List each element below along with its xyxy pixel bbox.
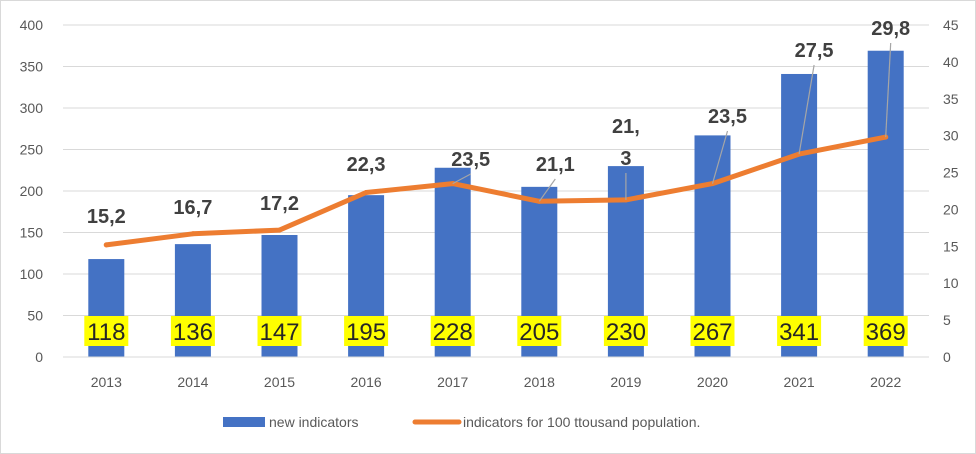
x-tick-label: 2014: [177, 374, 208, 390]
y-left-tick-label: 200: [20, 183, 44, 199]
x-tick-label: 2022: [870, 374, 901, 390]
bar-data-label: 118: [87, 319, 125, 346]
bar-data-label: 369: [866, 319, 906, 346]
y-right-tick-label: 30: [943, 128, 959, 144]
bar-data-label: 205: [519, 319, 559, 346]
legend-label-bars: new indicators: [269, 414, 359, 430]
bar-data-label: 228: [433, 319, 473, 346]
line-point: [277, 227, 282, 233]
bar-label-highlight: [690, 316, 735, 346]
line-data-label: 21,1: [536, 154, 575, 176]
y-right-tick-label: 45: [943, 17, 959, 33]
bar-label-highlight: [344, 316, 389, 346]
legend-label-line: indicators for 100 ttousand population.: [463, 414, 700, 430]
line-data-label: 21, 3: [612, 116, 640, 170]
bar-label-highlight: [257, 316, 302, 346]
y-right-tick-label: 5: [943, 312, 951, 328]
y-right-tick-label: 35: [943, 91, 959, 107]
y-left-tick-label: 400: [20, 17, 44, 33]
bar-label-highlight: [863, 316, 908, 346]
label-leader-line: [538, 178, 556, 202]
label-leader-line: [798, 64, 815, 155]
bar-label-highlight: [430, 316, 475, 346]
bar-data-label: 341: [779, 319, 819, 346]
line-data-label: 23,5: [451, 149, 490, 171]
y-right-tick-label: 10: [943, 275, 959, 291]
bar: [781, 73, 818, 357]
line-series: [103, 134, 889, 248]
label-leader-line: [452, 173, 471, 185]
x-tick-label: 2020: [697, 374, 728, 390]
x-tick-label: 2015: [264, 374, 295, 390]
line-data-label: 15,2: [87, 206, 126, 228]
y-left-tick-label: 100: [20, 266, 44, 282]
y-right-tick-label: 0: [943, 349, 951, 365]
line-data-label: 17,2: [260, 193, 299, 215]
bar-data-label: 267: [692, 319, 732, 346]
y-right-tick-label: 25: [943, 165, 959, 181]
line-point: [103, 242, 109, 248]
y-right-tick-label: 40: [943, 54, 959, 70]
x-tick-label: 2021: [784, 374, 815, 390]
y-right-tick-label: 15: [943, 238, 959, 254]
line-data-label: 23,5: [708, 106, 747, 128]
x-tick-label: 2018: [524, 374, 555, 390]
bar-label-highlight: [777, 316, 822, 346]
y-left-tick-label: 50: [27, 308, 43, 324]
y-left-tick-label: 0: [35, 349, 43, 365]
legend: new indicators indicators for 100 ttousan…: [223, 414, 700, 430]
label-leader-line: [885, 42, 892, 138]
legend-swatch-bars: [223, 417, 265, 427]
x-tick-label: 2016: [351, 374, 382, 390]
y-left-tick-label: 250: [20, 142, 44, 158]
line-data-label: 27,5: [795, 40, 834, 62]
x-tick-label: 2013: [91, 374, 122, 390]
x-tick-label: 2017: [437, 374, 468, 390]
line-data-label: 22,3: [347, 154, 386, 176]
bar-label-highlight: [517, 316, 562, 346]
bar-label-highlight: [84, 316, 129, 346]
line-point: [190, 231, 196, 237]
y-left-tick-label: 300: [20, 100, 44, 116]
x-tick-label: 2019: [610, 374, 641, 390]
bar: [867, 50, 904, 357]
label-leader-line: [711, 130, 729, 184]
bar-data-label: 230: [606, 319, 646, 346]
y-left-tick-label: 350: [20, 59, 44, 75]
bar-data-label: 195: [346, 319, 386, 346]
y-right-tick-label: 20: [943, 201, 959, 217]
bar-label-highlight: [603, 316, 648, 346]
line-data-label: 29,8: [871, 18, 910, 40]
bar-label-highlight: [170, 316, 215, 346]
y-left-tick-label: 150: [20, 225, 44, 241]
bar-data-label: 147: [259, 319, 299, 346]
bar-data-label: 136: [173, 319, 213, 346]
line-point: [363, 189, 369, 195]
line-data-label: 16,7: [173, 197, 212, 219]
